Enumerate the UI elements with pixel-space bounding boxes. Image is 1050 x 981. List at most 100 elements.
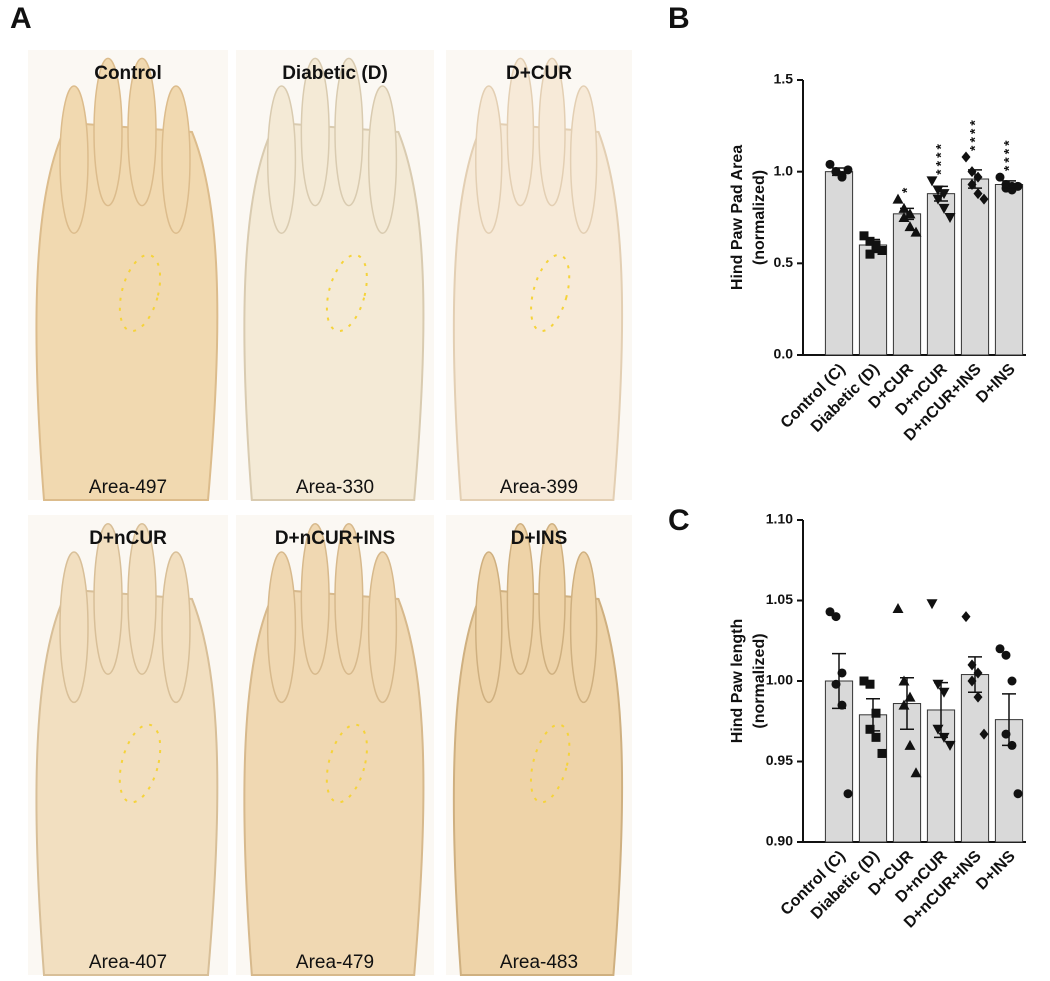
error-bar (866, 697, 880, 732)
data-point (843, 165, 853, 175)
data-point (865, 249, 875, 259)
data-point (904, 221, 916, 232)
x-tick-label: D+INS (973, 361, 1019, 407)
data-point (825, 159, 835, 169)
error-bar (1002, 693, 1016, 747)
y-axis-label: (normalized) (751, 170, 768, 265)
toe (367, 85, 398, 234)
toe (127, 523, 157, 675)
toe (475, 85, 503, 234)
panel-label: C (668, 504, 690, 537)
significance: **** (1001, 137, 1017, 171)
data-point (877, 748, 887, 758)
paw-photo (236, 50, 434, 501)
y-tick-label: 1.00 (766, 672, 793, 688)
paw-photo (446, 515, 632, 976)
pad-outline (118, 723, 162, 804)
data-point (995, 172, 1005, 182)
paw-photo (236, 515, 434, 976)
toe (334, 57, 364, 207)
data-point (938, 687, 950, 698)
data-point (859, 231, 869, 241)
error-bar (866, 238, 880, 252)
photo-title: D+nCUR+INS (275, 528, 395, 549)
toe (475, 551, 503, 704)
area-label: Area-483 (500, 952, 578, 973)
data-point (871, 708, 881, 718)
error-bar (968, 656, 982, 694)
data-point (843, 789, 853, 799)
toe (569, 85, 598, 234)
y-tick-label: 0.95 (766, 752, 793, 768)
y-tick-label: 1.05 (766, 591, 793, 607)
toe (127, 57, 157, 207)
toe (59, 85, 89, 234)
pad-outline (530, 253, 571, 333)
bar (824, 171, 854, 356)
data-point (871, 240, 881, 250)
bar (994, 719, 1024, 843)
data-point (1013, 789, 1023, 799)
y-tick-label: 1.0 (774, 162, 794, 178)
data-point (910, 767, 922, 778)
data-point (865, 724, 875, 734)
y-tick-label: 0.5 (774, 254, 794, 270)
data-point (926, 599, 938, 610)
error-bar (934, 185, 948, 202)
data-point (973, 691, 983, 703)
data-point (938, 203, 950, 214)
photo-title: Diabetic (D) (282, 63, 388, 84)
bar (892, 213, 922, 356)
y-tick-label: 1.5 (774, 71, 794, 87)
data-point (898, 675, 910, 686)
bar (994, 184, 1024, 356)
toe (538, 57, 566, 207)
data-point (944, 740, 956, 751)
error-bar (968, 169, 982, 189)
toe (506, 523, 535, 675)
panel-label: B (668, 2, 690, 35)
data-point (892, 603, 904, 614)
y-axis-label: (normalized) (751, 633, 768, 728)
toe (334, 523, 364, 675)
toe (93, 57, 123, 207)
data-point (865, 236, 875, 246)
y-tick-label: 0.0 (774, 346, 794, 362)
y-axis-label: Hind Paw length (729, 619, 746, 743)
data-point (877, 246, 887, 255)
toe (538, 523, 566, 675)
error-bar (900, 207, 914, 221)
data-point (944, 213, 956, 223)
data-point (995, 644, 1005, 654)
data-point (904, 691, 916, 702)
data-point (859, 676, 869, 686)
paw-photo (28, 50, 228, 501)
bar (858, 244, 888, 356)
data-point (979, 193, 989, 205)
significance: **** (967, 117, 983, 151)
error-bar (832, 167, 846, 177)
photo-title: D+CUR (506, 63, 572, 84)
toe (93, 523, 123, 675)
toe (300, 57, 330, 207)
toe (161, 85, 191, 234)
toe (266, 551, 297, 704)
data-point (1013, 181, 1023, 191)
area-label: Area-497 (89, 477, 167, 498)
data-point (825, 607, 835, 617)
data-point (961, 611, 971, 623)
toe (300, 523, 330, 675)
data-point (979, 728, 989, 740)
data-point (892, 193, 904, 204)
pad-outline (325, 253, 368, 333)
bar (960, 178, 990, 356)
x-tick-label: D+INS (973, 848, 1019, 894)
toe (59, 551, 89, 704)
photo-title: D+nCUR (89, 528, 167, 549)
error-bar (832, 652, 846, 710)
paw-photo (28, 515, 228, 976)
y-axis-label: Hind Paw Pad Area (729, 145, 746, 290)
data-point (910, 226, 922, 237)
photo-title: Control (94, 63, 162, 84)
error-bar (1002, 180, 1016, 189)
